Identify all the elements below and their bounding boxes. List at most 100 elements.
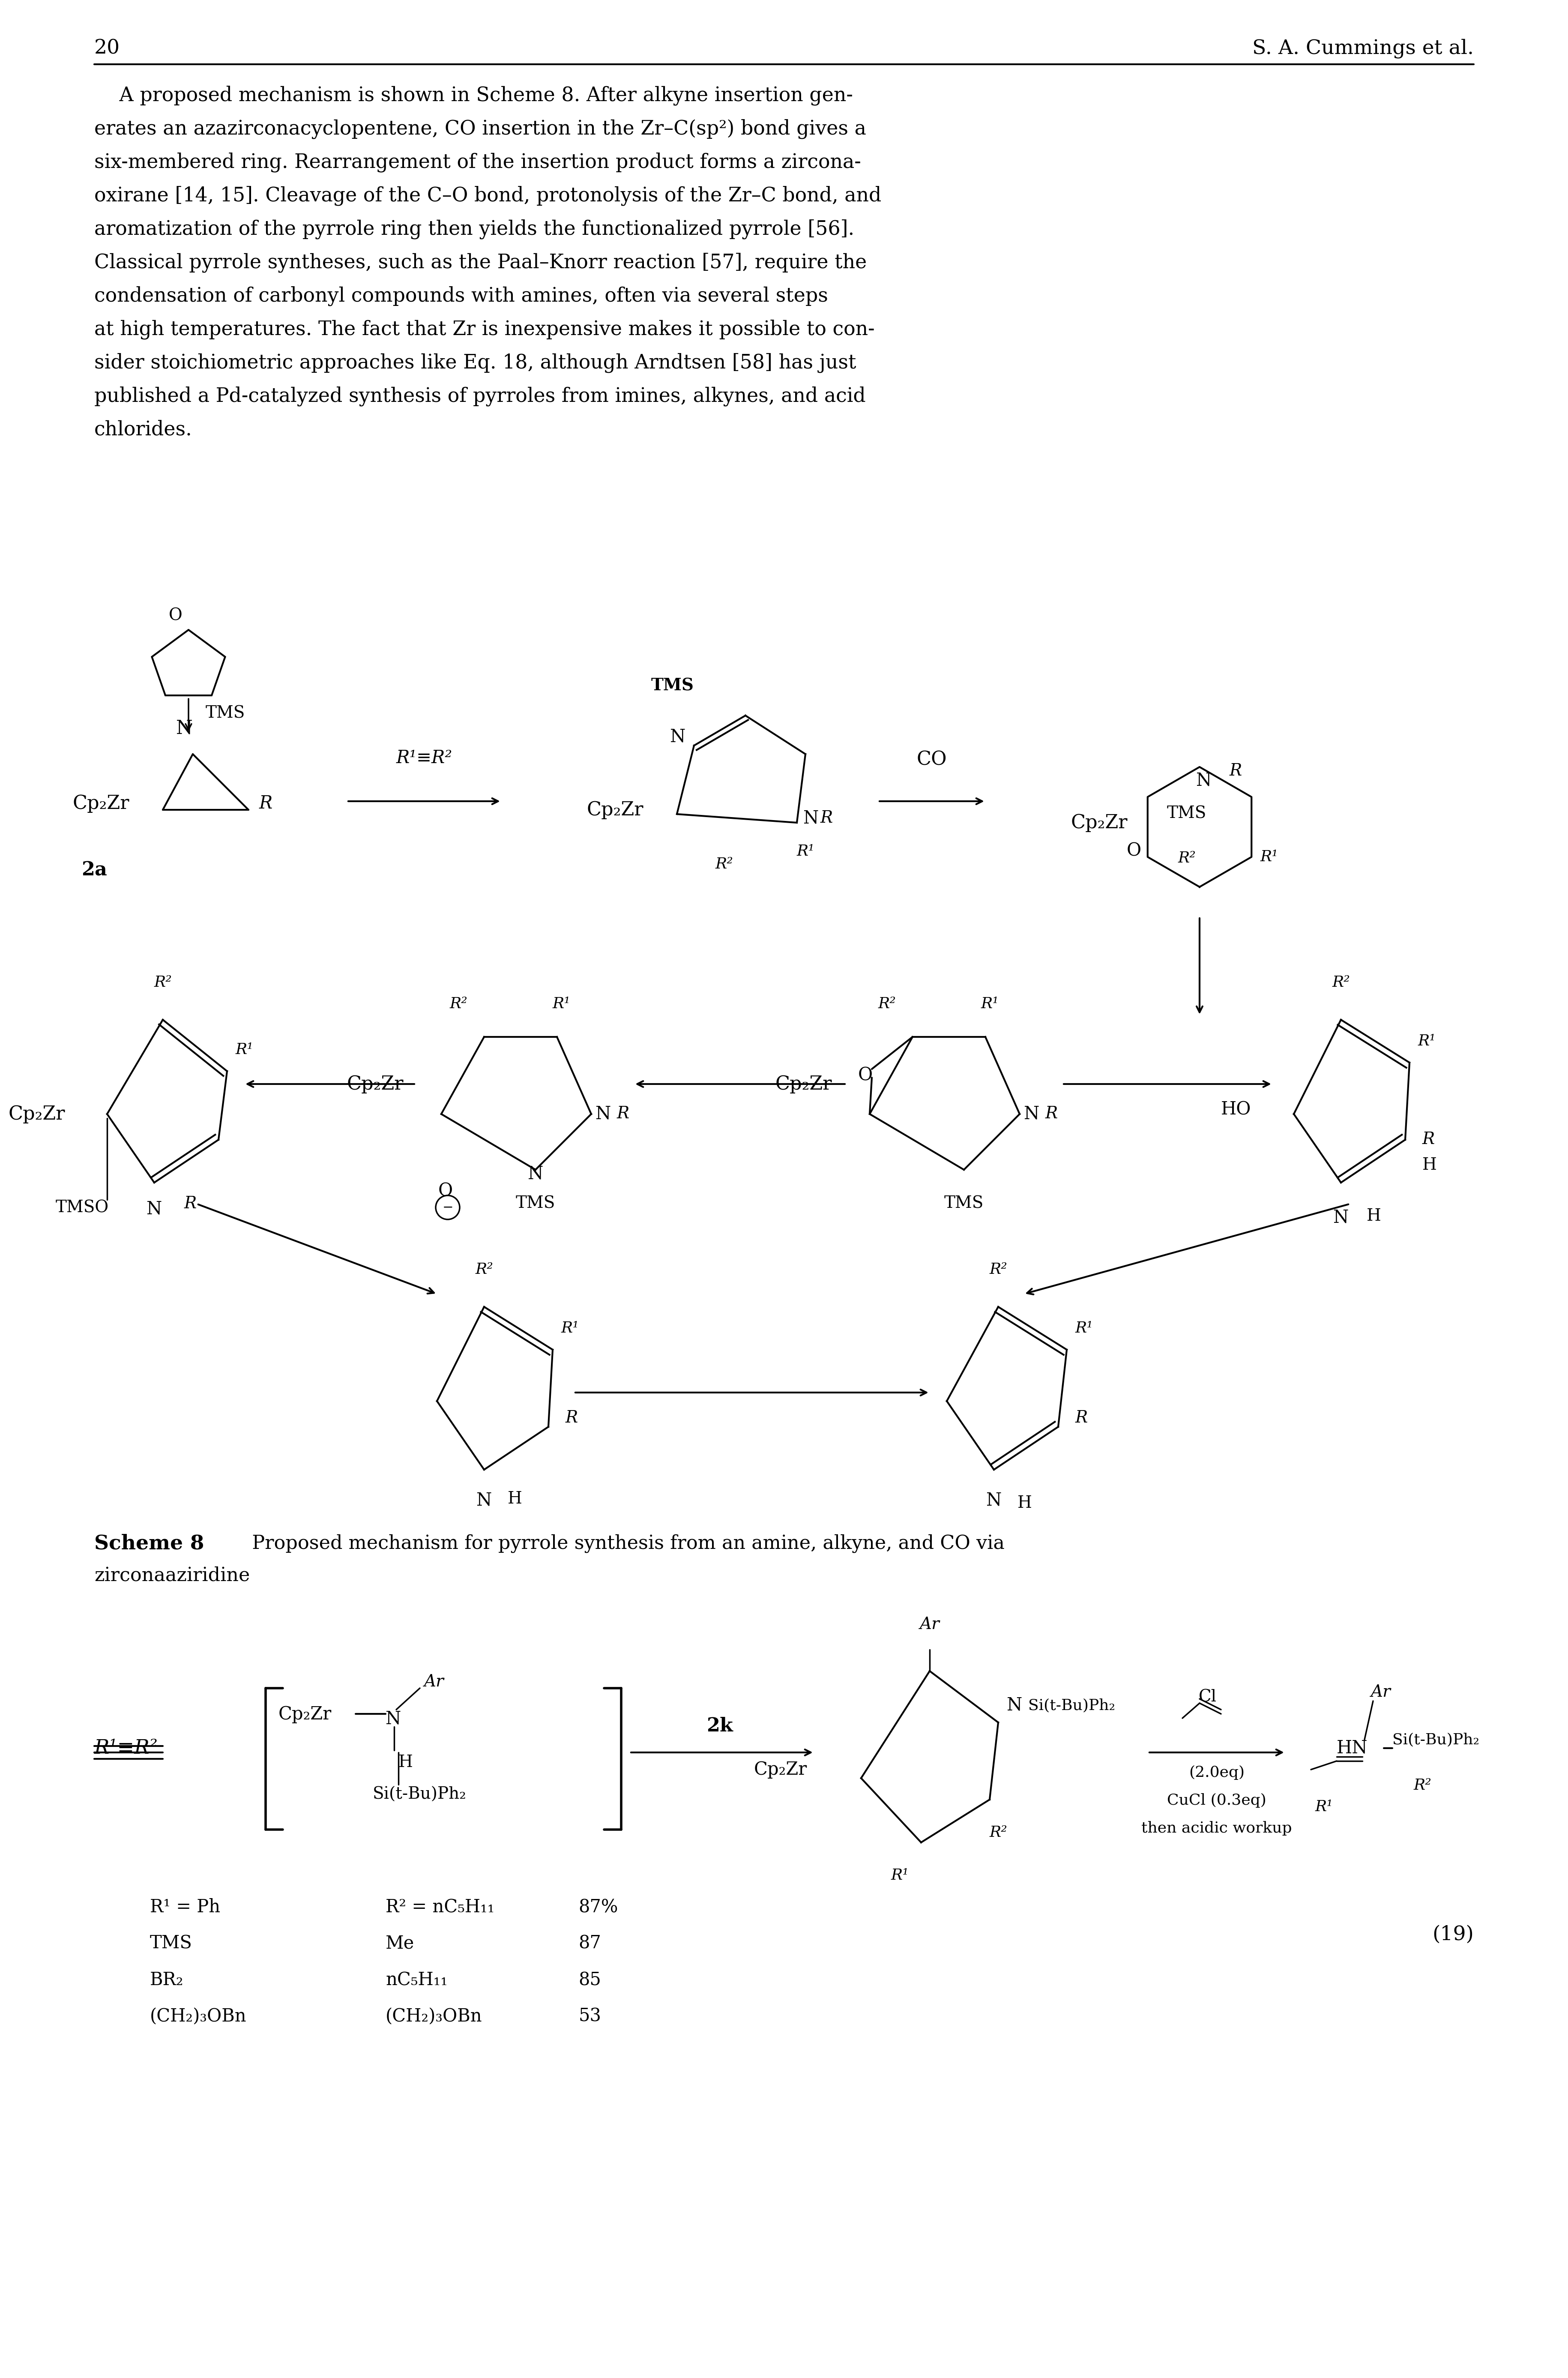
Text: N: N bbox=[477, 1491, 492, 1510]
Text: R: R bbox=[616, 1106, 629, 1122]
Text: N: N bbox=[176, 718, 193, 737]
Text: 87: 87 bbox=[579, 1936, 601, 1952]
Text: Scheme 8: Scheme 8 bbox=[94, 1534, 204, 1553]
Text: R²: R² bbox=[1414, 1779, 1432, 1793]
Text: R¹: R¹ bbox=[561, 1320, 579, 1336]
Text: R¹ = Ph: R¹ = Ph bbox=[151, 1898, 220, 1917]
Text: Cl: Cl bbox=[1198, 1688, 1217, 1705]
Text: 2k: 2k bbox=[707, 1717, 732, 1736]
Text: R¹≡R²: R¹≡R² bbox=[397, 749, 452, 768]
Text: H: H bbox=[1367, 1208, 1381, 1225]
Text: Si(t-Bu)Ph₂: Si(t-Bu)Ph₂ bbox=[1392, 1731, 1479, 1748]
Text: R²: R² bbox=[715, 856, 732, 870]
Text: HO: HO bbox=[1221, 1101, 1251, 1118]
Text: (CH₂)₃OBn: (CH₂)₃OBn bbox=[151, 2007, 246, 2026]
Text: R¹: R¹ bbox=[1076, 1320, 1093, 1336]
Text: 53: 53 bbox=[579, 2007, 601, 2026]
Text: sider stoichiometric approaches like Eq. 18, although Arndtsen [58] has just: sider stoichiometric approaches like Eq.… bbox=[94, 352, 856, 373]
Text: CuCl (0.3eq): CuCl (0.3eq) bbox=[1167, 1793, 1267, 1807]
Text: N: N bbox=[986, 1491, 1002, 1510]
Text: N: N bbox=[1333, 1208, 1348, 1227]
Text: Ar: Ar bbox=[920, 1617, 939, 1631]
Text: N: N bbox=[803, 809, 818, 828]
Text: Ar: Ar bbox=[423, 1674, 444, 1691]
Text: CO: CO bbox=[917, 751, 947, 768]
Text: N: N bbox=[386, 1710, 401, 1726]
Text: Si(t-Bu)Ph₂: Si(t-Bu)Ph₂ bbox=[373, 1786, 467, 1803]
Text: N: N bbox=[1024, 1106, 1040, 1122]
Text: (2.0eq): (2.0eq) bbox=[1189, 1764, 1245, 1779]
Text: Cp₂Zr: Cp₂Zr bbox=[279, 1705, 332, 1724]
Text: published a Pd-catalyzed synthesis of pyrroles from imines, alkynes, and acid: published a Pd-catalyzed synthesis of py… bbox=[94, 388, 866, 407]
Text: 85: 85 bbox=[579, 1971, 601, 1988]
Text: H: H bbox=[1018, 1496, 1032, 1510]
Text: aromatization of the pyrrole ring then yields the functionalized pyrrole [56].: aromatization of the pyrrole ring then y… bbox=[94, 219, 855, 240]
Text: then acidic workup: then acidic workup bbox=[1142, 1822, 1292, 1836]
Text: TMS: TMS bbox=[205, 706, 245, 721]
Text: R²: R² bbox=[1178, 851, 1196, 866]
Text: R: R bbox=[1229, 763, 1242, 780]
Text: R: R bbox=[566, 1410, 579, 1427]
Text: R² = nC₅H₁₁: R² = nC₅H₁₁ bbox=[386, 1898, 494, 1917]
Text: R²: R² bbox=[878, 996, 895, 1011]
Text: Cp₂Zr: Cp₂Zr bbox=[8, 1106, 66, 1122]
Text: R: R bbox=[1076, 1410, 1088, 1427]
Text: TMS: TMS bbox=[151, 1936, 193, 1952]
Text: condensation of carbonyl compounds with amines, often via several steps: condensation of carbonyl compounds with … bbox=[94, 285, 828, 307]
Text: R: R bbox=[259, 794, 273, 813]
Text: zirconaaziridine: zirconaaziridine bbox=[94, 1567, 249, 1584]
Text: chlorides.: chlorides. bbox=[94, 421, 193, 440]
Text: R²: R² bbox=[154, 975, 172, 989]
Text: nC₅H₁₁: nC₅H₁₁ bbox=[386, 1971, 448, 1988]
Text: R²: R² bbox=[989, 1263, 1007, 1277]
Text: Cp₂Zr: Cp₂Zr bbox=[586, 801, 644, 818]
Text: S. A. Cummings et al.: S. A. Cummings et al. bbox=[1253, 38, 1474, 57]
Text: N: N bbox=[146, 1201, 162, 1218]
Text: Proposed mechanism for pyrrole synthesis from an amine, alkyne, and CO via: Proposed mechanism for pyrrole synthesis… bbox=[240, 1534, 1005, 1553]
Text: O: O bbox=[858, 1065, 873, 1084]
Text: N: N bbox=[1196, 770, 1212, 789]
Text: Cp₂Zr: Cp₂Zr bbox=[72, 794, 130, 813]
Text: TMS: TMS bbox=[651, 678, 695, 694]
Text: Cp₂Zr: Cp₂Zr bbox=[754, 1760, 808, 1779]
Text: R: R bbox=[1422, 1132, 1435, 1149]
Text: R¹: R¹ bbox=[891, 1869, 908, 1883]
Text: −: − bbox=[442, 1201, 453, 1215]
Text: at high temperatures. The fact that Zr is inexpensive makes it possible to con-: at high temperatures. The fact that Zr i… bbox=[94, 319, 875, 340]
Text: R: R bbox=[820, 811, 833, 825]
Text: R: R bbox=[183, 1196, 196, 1213]
Text: R¹≡R²: R¹≡R² bbox=[94, 1738, 158, 1757]
Text: R²: R² bbox=[475, 1263, 492, 1277]
Text: 2a: 2a bbox=[82, 861, 107, 880]
Text: 87%: 87% bbox=[579, 1898, 618, 1917]
Text: A proposed mechanism is shown in Scheme 8. After alkyne insertion gen-: A proposed mechanism is shown in Scheme … bbox=[94, 86, 853, 105]
Text: Si(t-Bu)Ph₂: Si(t-Bu)Ph₂ bbox=[1029, 1698, 1115, 1712]
Text: 20: 20 bbox=[94, 38, 121, 57]
Text: H: H bbox=[398, 1755, 412, 1772]
Text: O: O bbox=[1126, 842, 1142, 858]
Text: N: N bbox=[1007, 1696, 1022, 1715]
Text: R¹: R¹ bbox=[235, 1042, 254, 1058]
Text: TMSO: TMSO bbox=[56, 1201, 108, 1215]
Text: R¹: R¹ bbox=[797, 844, 814, 858]
Text: R¹: R¹ bbox=[1261, 849, 1278, 863]
Text: R¹: R¹ bbox=[552, 996, 571, 1011]
Text: R²: R² bbox=[1331, 975, 1350, 989]
Text: Me: Me bbox=[386, 1936, 414, 1952]
Text: BR₂: BR₂ bbox=[151, 1971, 183, 1988]
Text: Ar: Ar bbox=[1370, 1684, 1391, 1700]
Text: R²: R² bbox=[989, 1826, 1007, 1841]
Text: N: N bbox=[596, 1106, 612, 1122]
Text: O: O bbox=[437, 1182, 453, 1201]
Text: TMS: TMS bbox=[516, 1196, 555, 1210]
Text: oxirane [14, 15]. Cleavage of the C–O bond, protonolysis of the Zr–C bond, and: oxirane [14, 15]. Cleavage of the C–O bo… bbox=[94, 185, 881, 207]
Text: (CH₂)₃OBn: (CH₂)₃OBn bbox=[386, 2007, 483, 2026]
Text: (19): (19) bbox=[1432, 1924, 1474, 1945]
Text: Classical pyrrole syntheses, such as the Paal–Knorr reaction [57], require the: Classical pyrrole syntheses, such as the… bbox=[94, 252, 867, 273]
Text: R¹: R¹ bbox=[1417, 1034, 1436, 1049]
Text: R²: R² bbox=[450, 996, 467, 1011]
Text: O: O bbox=[169, 606, 182, 623]
Text: H: H bbox=[1422, 1158, 1436, 1172]
Text: TMS: TMS bbox=[1167, 806, 1206, 820]
Text: erates an azazirconacyclopentene, CO insertion in the Zr–C(sp²) bond gives a: erates an azazirconacyclopentene, CO ins… bbox=[94, 119, 866, 138]
